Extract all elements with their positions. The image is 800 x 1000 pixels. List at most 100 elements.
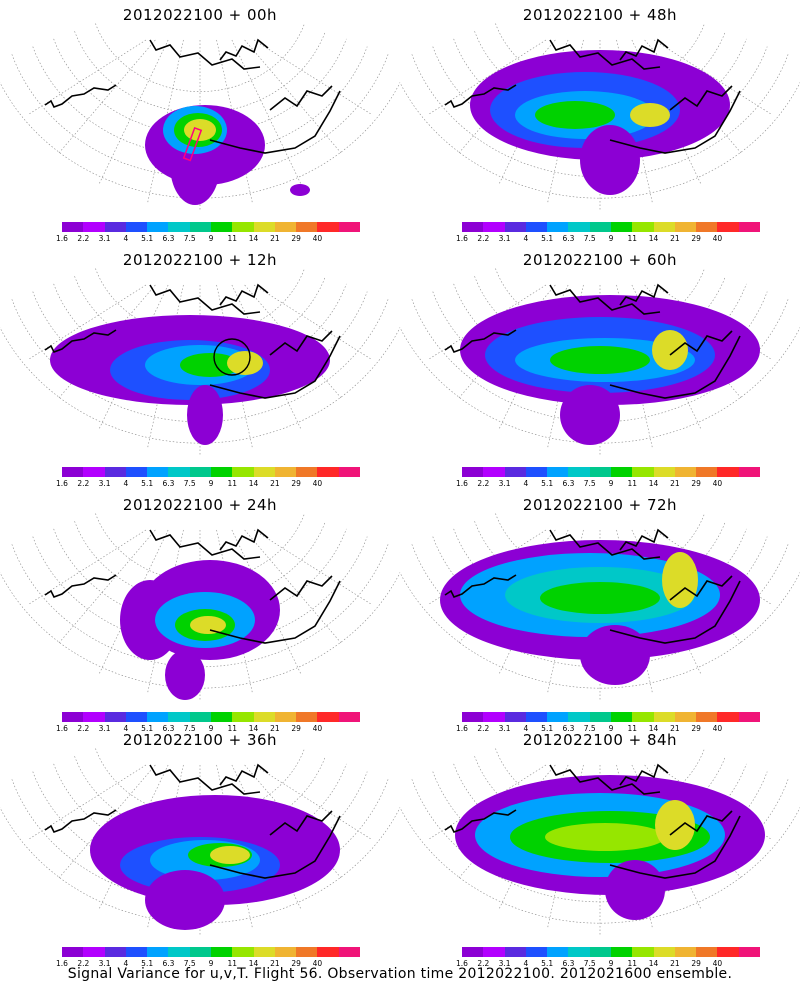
- colorbar-segment: [317, 947, 339, 957]
- colorbar-tick-label: 9: [208, 724, 214, 733]
- coastline: [444, 809, 517, 834]
- colorbar-tick-label: 11: [227, 479, 238, 488]
- colorbar-tick-label: 3.1: [98, 234, 111, 243]
- meridian-line: [253, 39, 372, 115]
- colorbar-tick-label: 2.2: [477, 959, 490, 968]
- map-panel: 2012022100 + 72h 1.6 2.2 3.1 4 5.1 6.3 7.5 9 11 1…: [400, 490, 800, 735]
- colorbar-tick-label: 14: [648, 724, 659, 733]
- colorbar-tick-label: 4: [123, 724, 129, 733]
- colorbar-tick-label: 1.6: [456, 479, 468, 488]
- colorbar-tick-label: 4: [523, 724, 529, 733]
- colorbar-tick-label: 7.5: [583, 479, 596, 488]
- colorbar-segment: [232, 712, 254, 722]
- latitude-circle: [400, 806, 800, 924]
- colorbar-tick-label: 11: [627, 234, 638, 243]
- colorbar-tick-label: 29: [291, 234, 301, 243]
- variance-contour: [535, 101, 615, 129]
- colorbar-tick-label: 1.6: [56, 724, 68, 733]
- meridian-line: [498, 529, 569, 675]
- colorbar-segment: [338, 947, 360, 957]
- coastline: [149, 284, 261, 315]
- colorbar-segment: [189, 947, 211, 957]
- colorbar-segment: [610, 712, 633, 722]
- coastline: [269, 85, 333, 111]
- colorbar-tick-labels: 1.6 2.2 3.1 4 5.1 6.3 7.5 9 11 14 21 29 40: [456, 724, 760, 734]
- map: [400, 748, 800, 935]
- colorbar-segment: [274, 222, 297, 232]
- colorbar-segment: [62, 467, 84, 477]
- colorbar-segment: [232, 947, 254, 957]
- meridian-line: [498, 284, 569, 430]
- colorbar-segment: [504, 467, 526, 477]
- coastline: [609, 90, 741, 154]
- colorbar-tick-label: 29: [291, 479, 301, 488]
- colorbar-tick-label: 4: [123, 959, 129, 968]
- map-panel: 2012022100 + 48h 1.6 2.2 3.1 4 5.1 6.3 7.5 9 11 1…: [400, 0, 800, 245]
- coastline: [219, 38, 269, 61]
- meridian-line: [98, 529, 169, 675]
- colorbar-tick-label: 3.1: [498, 479, 511, 488]
- colorbar-tick-labels: 1.6 2.2 3.1 4 5.1 6.3 7.5 9 11 14 21 29 40: [456, 234, 760, 244]
- colorbar-segment: [296, 947, 318, 957]
- colorbar-segment: [83, 947, 105, 957]
- meridian-line: [231, 284, 302, 430]
- colorbar-segment: [674, 712, 697, 722]
- colorbar-tick-label: 9: [208, 479, 214, 488]
- colorbar-segment: [632, 947, 654, 957]
- coastline: [444, 329, 517, 354]
- colorbar-segment: [274, 947, 297, 957]
- variance-contour: [120, 580, 180, 660]
- colorbar-tick-label: 21: [670, 724, 680, 733]
- colorbar-segment: [717, 222, 739, 232]
- colorbar-tick-label: 14: [648, 234, 659, 243]
- coastline: [44, 84, 117, 109]
- colorbar: [62, 712, 360, 722]
- coastline: [219, 763, 269, 786]
- variance-contour: [180, 353, 240, 377]
- colorbar-segment: [232, 222, 254, 232]
- colorbar-tick-label: 2.2: [77, 234, 90, 243]
- variance-contour: [652, 330, 688, 370]
- colorbar-segment: [338, 467, 360, 477]
- colorbar-segment: [483, 467, 505, 477]
- colorbar-tick-label: 9: [608, 724, 614, 733]
- meridian-line: [58, 529, 156, 644]
- colorbar-tick-label: 6.3: [162, 959, 175, 968]
- colorbar-tick-label: 5.1: [541, 479, 554, 488]
- colorbar-segment: [547, 467, 569, 477]
- colorbar-segment: [189, 222, 211, 232]
- colorbar-segment: [274, 712, 297, 722]
- meridian-line: [58, 39, 156, 154]
- colorbar-tick-label: 4: [523, 479, 529, 488]
- panel-title: 2012022100 + 48h: [522, 6, 678, 24]
- colorbar-segment: [253, 467, 275, 477]
- colorbar-tick-label: 21: [270, 959, 280, 968]
- latitude-circle: [400, 326, 800, 444]
- colorbar-segment: [147, 947, 169, 957]
- meridian-line: [631, 529, 702, 675]
- coastline: [669, 85, 733, 111]
- colorbar-segment: [483, 947, 505, 957]
- colorbar-tick-label: 2.2: [77, 479, 90, 488]
- colorbar-tick-label: 7.5: [583, 234, 596, 243]
- colorbar-tick-label: 5.1: [141, 959, 154, 968]
- colorbar: [462, 947, 760, 957]
- colorbar-tick-label: 7.5: [583, 959, 596, 968]
- colorbar-segment: [104, 712, 126, 722]
- colorbar-segment: [317, 467, 339, 477]
- colorbar-segment: [189, 467, 211, 477]
- colorbar-segment: [104, 467, 126, 477]
- variance-contour: [580, 125, 640, 195]
- colorbar-segment: [210, 222, 233, 232]
- map: [400, 513, 800, 700]
- colorbar-segment: [147, 467, 169, 477]
- colorbar-segment: [483, 222, 505, 232]
- latitude-circle: [0, 326, 400, 444]
- meridian-line: [231, 39, 302, 185]
- variance-field: [440, 540, 760, 685]
- coastline: [44, 574, 117, 599]
- colorbar-segment: [253, 222, 275, 232]
- colorbar-segment: [632, 712, 654, 722]
- colorbar-segment: [462, 712, 484, 722]
- colorbar-tick-label: 5.1: [141, 724, 154, 733]
